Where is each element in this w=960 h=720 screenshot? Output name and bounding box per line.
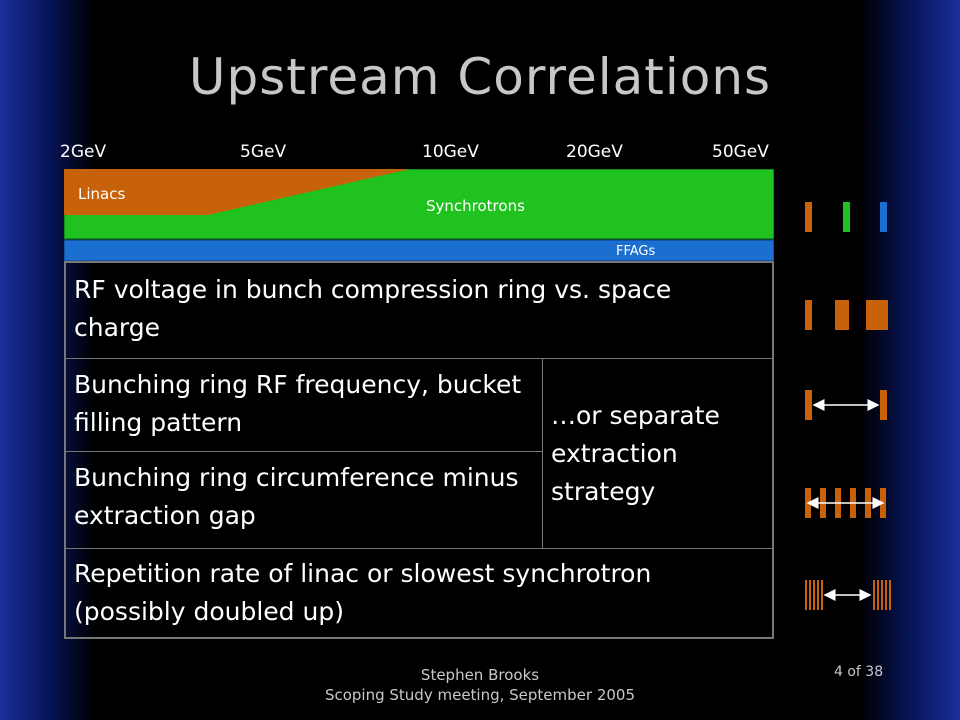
energy-label-20gev: 20GeV	[566, 142, 623, 162]
energy-label-5gev: 5GeV	[240, 142, 287, 162]
footer-author: Stephen Brooks	[420, 666, 540, 684]
row-repetition-rate-text: Repetition rate of linac or slowest sync…	[74, 559, 652, 626]
energy-label-50gev: 50GeV	[712, 142, 769, 162]
row-rf-voltage-text: RF voltage in bunch compression ring vs.…	[74, 275, 672, 342]
correlation-table: RF voltage in bunch compression ring vs.…	[64, 261, 774, 639]
table-row-repetition-rate: Repetition rate of linac or slowest sync…	[66, 549, 772, 637]
energy-label-10gev: 10GeV	[422, 142, 479, 162]
accelerator-range-bars: Linacs Synchrotrons FFAGs	[63, 168, 775, 262]
footer-meeting: Scoping Study meeting, September 2005	[324, 686, 636, 704]
side-icons	[800, 190, 900, 620]
table-divider	[66, 548, 772, 549]
row-alternative-text: …or separate extraction strategy	[551, 401, 720, 506]
table-divider	[66, 358, 772, 359]
three-colored-bars-icon	[805, 202, 887, 232]
linacs-label: Linacs	[78, 185, 126, 203]
synchrotrons-label: Synchrotrons	[426, 197, 525, 215]
row-rf-frequency-text: Bunching ring RF frequency, bucket filli…	[74, 370, 522, 437]
page-number: 4 of 38	[834, 664, 884, 680]
page-title: Upstream Correlations	[188, 48, 772, 106]
row-circumference-text: Bunching ring circumference minus extrac…	[74, 463, 519, 530]
table-cell-alternative: …or separate extraction strategy	[543, 359, 772, 548]
linac-band	[64, 169, 410, 215]
accelerator-range-graphic	[63, 168, 775, 262]
widening-bars-icon	[805, 300, 888, 330]
table-row-rf-voltage: RF voltage in bunch compression ring vs.…	[66, 263, 772, 359]
table-row-circumference: Bunching ring circumference minus extrac…	[66, 452, 542, 548]
bar-train-arrow-icon	[805, 488, 886, 518]
bar-spacing-arrow-icon	[805, 390, 887, 420]
ffags-label: FFAGs	[616, 244, 656, 259]
energy-label-2gev: 2GeV	[60, 142, 107, 162]
table-row-rf-frequency: Bunching ring RF frequency, bucket filli…	[66, 359, 542, 455]
table-divider	[66, 451, 542, 452]
dense-bar-groups-arrow-icon	[805, 580, 891, 610]
ffag-band	[63, 239, 775, 262]
side-icons-graphic	[805, 202, 891, 610]
table-divider	[542, 359, 543, 548]
